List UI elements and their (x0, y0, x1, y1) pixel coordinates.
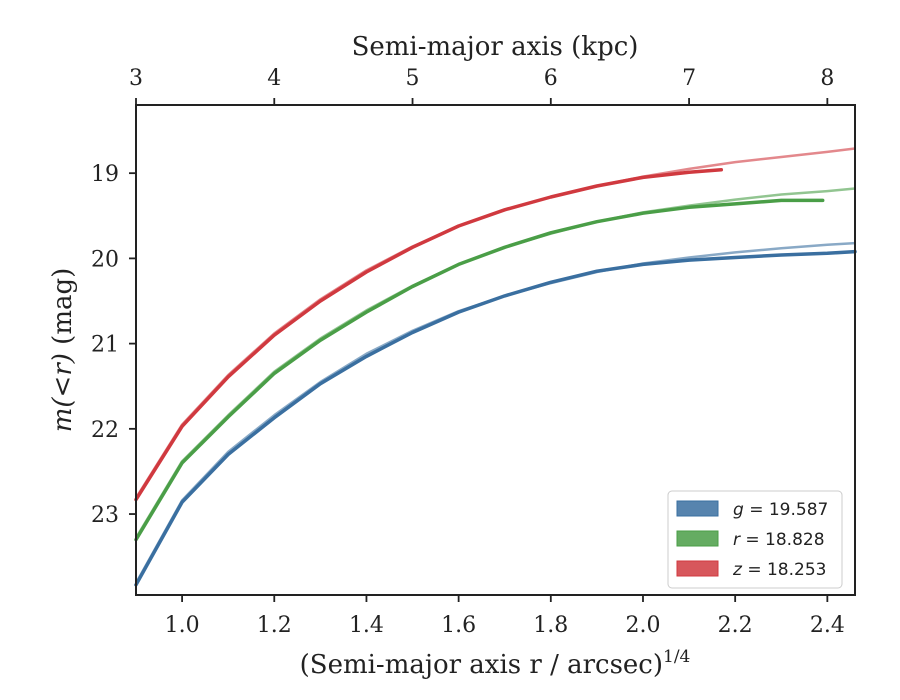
x-tick-label: 1.0 (165, 613, 200, 638)
y-axis-title-unit: (mag) (48, 268, 78, 353)
legend-magnitude: = 18.253 (742, 560, 827, 580)
top-x-axis-ticks: 3 4 5 6 7 8 (129, 66, 834, 105)
legend-band-symbol: g (733, 500, 744, 520)
y-tick-label: 23 (91, 503, 119, 528)
legend-swatch-z (676, 560, 719, 577)
y-axis-title: m(<r) (mag) (48, 268, 78, 433)
top-x-tick-label: 5 (406, 66, 420, 91)
series-layer (134, 147, 857, 587)
top-x-tick-label: 7 (682, 66, 696, 91)
top-x-axis-title: Semi-major axis (kpc) (352, 32, 639, 62)
y-axis-ticks: 19 20 21 22 23 (91, 162, 136, 528)
plot-frame (135, 104, 856, 596)
y-tick-label: 20 (91, 247, 119, 272)
x-tick-label: 2.4 (810, 613, 845, 638)
x-tick-label: 2.2 (718, 613, 753, 638)
legend-label-r: r = 18.828 (733, 530, 825, 550)
top-x-tick-label: 6 (544, 66, 558, 91)
series-z-line (134, 168, 724, 502)
x-axis-title-exponent: 1/4 (663, 647, 690, 667)
x-tick-label: 1.8 (533, 613, 568, 638)
x-tick-label: 1.4 (349, 613, 384, 638)
y-tick-label: 22 (91, 418, 119, 443)
top-x-tick-label: 3 (129, 66, 143, 91)
x-tick-label: 1.6 (441, 613, 476, 638)
legend-label-z: z = 18.253 (732, 560, 826, 580)
y-axis-title-symbol: m(<r) (48, 353, 78, 432)
x-tick-label: 2.0 (625, 613, 660, 638)
legend-swatch-r (676, 530, 719, 547)
legend-swatch-g (676, 500, 719, 517)
bottom-x-axis-title: (Semi-major axis r / arcsec)1/4 (300, 647, 691, 680)
legend-magnitude: = 19.587 (744, 500, 829, 520)
series-r-line (134, 198, 825, 542)
y-tick-label: 21 (91, 333, 119, 358)
x-tick-label: 1.2 (257, 613, 292, 638)
y-tick-label: 19 (91, 162, 119, 187)
legend-band-symbol: z (732, 560, 743, 580)
legend-band-symbol: r (733, 530, 741, 550)
top-x-tick-label: 8 (820, 66, 834, 91)
bottom-x-axis-ticks: 1.0 1.2 1.4 1.6 1.8 2.0 2.2 2.4 (165, 595, 845, 638)
legend-label-g: g = 19.587 (733, 500, 828, 520)
series-g-line (134, 249, 857, 587)
x-axis-title-text: (Semi-major axis r / arcsec) (300, 650, 663, 680)
top-x-tick-label: 4 (267, 66, 281, 91)
legend-magnitude: = 18.828 (740, 530, 825, 550)
